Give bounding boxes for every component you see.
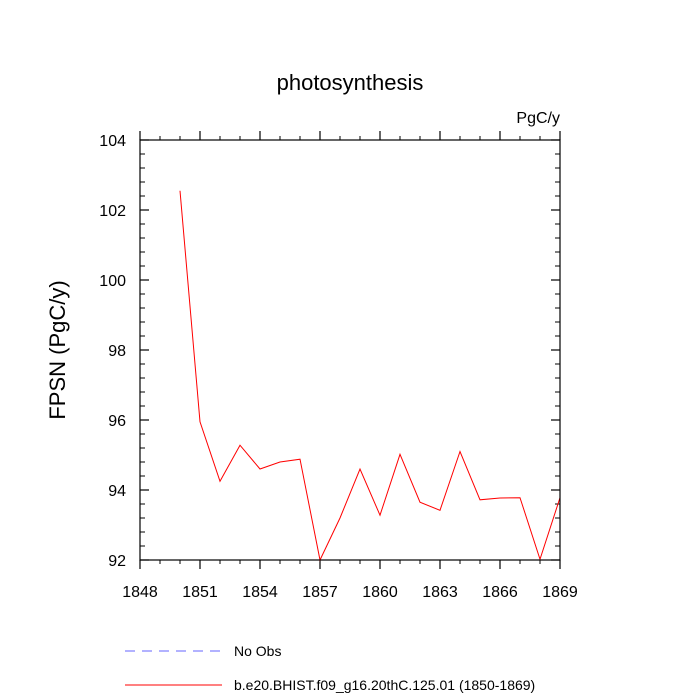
y-tick-label: 100 <box>99 273 126 290</box>
y-tick-label: 92 <box>108 553 126 570</box>
x-tick-label: 1863 <box>422 584 458 601</box>
y-axis-label: FPSN (PgC/y) <box>45 280 70 419</box>
y-tick-label: 102 <box>99 203 126 220</box>
x-tick-label: 1857 <box>302 584 338 601</box>
x-tick-label: 1869 <box>542 584 578 601</box>
x-tick-label: 1848 <box>122 584 158 601</box>
x-tick-label: 1851 <box>182 584 218 601</box>
plot-frame <box>139 139 561 561</box>
x-tick-label: 1866 <box>482 584 518 601</box>
x-tick-label: 1860 <box>362 584 398 601</box>
series-layer <box>179 190 561 562</box>
x-tick-label: 1854 <box>242 584 278 601</box>
y-tick-label: 104 <box>99 133 126 150</box>
y-tick-label: 94 <box>108 483 126 500</box>
y-tick-label: 96 <box>108 413 126 430</box>
axes-layer: 1848 1851 1854 1857 1860 1863 1866 1869 92 94 96 98… <box>99 131 578 601</box>
legend: No Obs b.e20.BHIST.f09_g16.20thC.125.01 (… <box>125 643 535 693</box>
series-line <box>179 190 561 562</box>
legend-label: No Obs <box>234 643 281 659</box>
units-label: PgC/y <box>516 110 560 127</box>
y-tick-label: 98 <box>108 343 126 360</box>
chart-title: photosynthesis <box>277 70 424 95</box>
legend-label: b.e20.BHIST.f09_g16.20thC.125.01 (1850-1… <box>234 677 535 693</box>
